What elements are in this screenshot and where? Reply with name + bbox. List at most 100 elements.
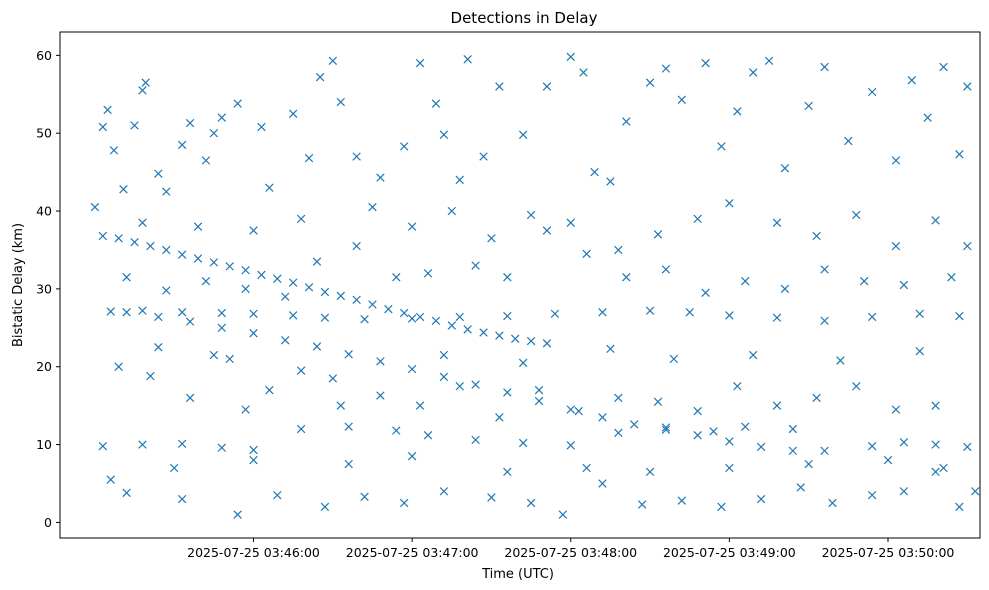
data-point	[963, 442, 972, 452]
data-point	[399, 142, 409, 151]
data-point	[971, 487, 980, 496]
data-point	[146, 241, 155, 251]
data-point	[344, 459, 353, 469]
data-point	[344, 422, 353, 431]
data-point	[645, 306, 655, 315]
y-tick-label: 20	[36, 359, 52, 374]
data-point	[407, 452, 417, 461]
data-point	[931, 401, 940, 410]
data-point	[185, 317, 195, 326]
data-point	[503, 272, 512, 282]
data-point	[463, 325, 472, 334]
data-point	[265, 385, 274, 395]
data-point	[939, 62, 948, 72]
data-point	[645, 78, 655, 87]
data-point	[479, 152, 488, 161]
data-point	[320, 313, 330, 322]
data-point	[526, 210, 536, 220]
y-tick-label: 30	[36, 281, 52, 296]
data-point	[661, 425, 671, 435]
data-point	[376, 391, 385, 400]
data-point	[772, 313, 782, 322]
data-point	[534, 385, 544, 395]
data-point	[415, 312, 425, 322]
data-point	[693, 406, 702, 416]
data-point	[820, 316, 829, 326]
data-point	[328, 56, 338, 66]
data-point	[677, 95, 687, 104]
data-point	[717, 142, 726, 151]
data-point	[138, 306, 147, 315]
data-point	[503, 388, 512, 397]
data-point	[622, 272, 631, 282]
data-point	[542, 226, 552, 235]
data-point	[138, 440, 147, 449]
data-point	[217, 308, 227, 318]
data-point	[233, 99, 242, 108]
data-point	[241, 405, 250, 414]
plot-frame	[59, 31, 981, 539]
data-point	[820, 446, 829, 456]
data-point	[281, 292, 290, 301]
data-point	[281, 336, 290, 345]
data-point	[344, 350, 353, 359]
data-point	[804, 459, 813, 469]
data-point	[637, 500, 647, 509]
data-point	[114, 234, 123, 243]
data-point	[931, 216, 940, 225]
data-point	[780, 164, 790, 173]
data-point	[288, 278, 298, 287]
data-point	[177, 250, 187, 259]
data-point	[439, 487, 449, 496]
data-point	[582, 249, 591, 259]
data-point	[725, 437, 734, 446]
data-point	[407, 364, 417, 374]
data-point	[399, 498, 409, 508]
x-tick-label: 2025-07-25 03:47:00	[346, 545, 479, 560]
data-point	[257, 122, 266, 132]
data-point	[98, 122, 108, 132]
data-point	[748, 68, 758, 77]
data-point	[867, 490, 877, 500]
data-point	[431, 316, 441, 326]
y-tick-label: 40	[36, 204, 52, 219]
data-point	[431, 99, 441, 108]
y-tick-label: 10	[36, 437, 52, 452]
data-point	[312, 257, 322, 266]
data-point	[796, 483, 805, 492]
data-point	[471, 435, 480, 445]
data-point	[130, 121, 139, 130]
data-point	[733, 107, 742, 116]
x-tick-label: 2025-07-25 03:49:00	[663, 545, 796, 560]
data-point	[447, 321, 457, 330]
data-point	[677, 496, 687, 505]
data-point	[534, 396, 544, 406]
data-point	[574, 406, 583, 416]
data-point	[693, 431, 702, 440]
data-point	[788, 424, 798, 434]
data-point	[606, 344, 615, 354]
data-point	[526, 336, 536, 346]
data-point	[741, 276, 750, 286]
data-point	[439, 372, 449, 382]
data-point	[701, 58, 710, 68]
data-point	[614, 393, 623, 403]
data-point	[439, 350, 449, 360]
data-point	[288, 109, 298, 118]
data-point	[249, 455, 258, 465]
data-point	[566, 52, 575, 62]
data-point	[867, 441, 877, 451]
data-point	[836, 356, 845, 365]
data-point	[392, 426, 401, 435]
data-point	[550, 309, 560, 319]
data-point	[399, 308, 409, 318]
data-point	[455, 312, 464, 322]
data-point	[685, 308, 694, 317]
data-point	[748, 350, 758, 360]
data-point	[614, 245, 623, 255]
data-point	[122, 488, 131, 498]
data-point	[820, 62, 829, 72]
data-point	[566, 218, 575, 227]
data-point	[103, 105, 112, 115]
